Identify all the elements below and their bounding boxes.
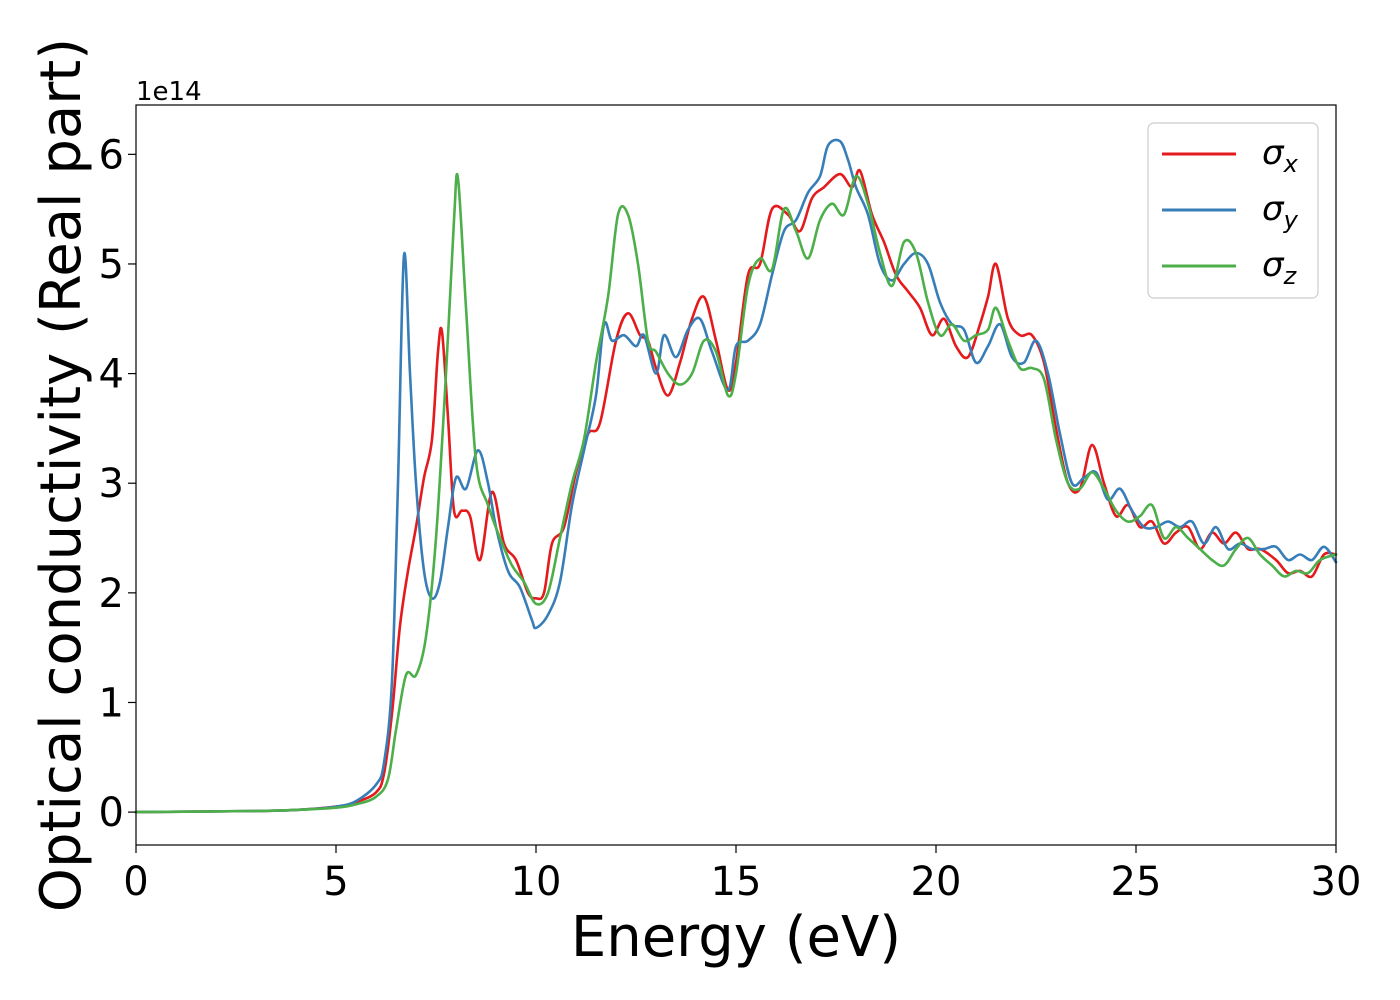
- y-tick-label: 1: [99, 680, 124, 726]
- y-tick-label: 6: [99, 132, 124, 178]
- series-line-z: [134, 172, 1338, 814]
- x-tick-label: 0: [123, 859, 148, 905]
- y-axis-label: Optical conductivity (Real part): [29, 38, 94, 912]
- x-axis: 0 5 10 15 20 25 30: [123, 845, 1361, 905]
- legend-entry-z: σz: [1262, 245, 1298, 290]
- x-tick-label: 15: [711, 859, 762, 905]
- y-axis: 0 1 2 3 4 5 6: [99, 132, 136, 836]
- legend-entry-x: σx: [1262, 133, 1299, 178]
- series-layer: [134, 138, 1338, 814]
- x-tick-label: 5: [323, 859, 348, 905]
- x-tick-label: 10: [511, 859, 562, 905]
- y-tick-label: 0: [99, 790, 124, 836]
- x-tick-label: 25: [1111, 859, 1162, 905]
- plot-background: [136, 105, 1336, 845]
- legend-entry-y: σy: [1262, 189, 1299, 234]
- legend: σx σy σz: [1147, 122, 1319, 299]
- y-offset-label: 1e14: [136, 77, 202, 107]
- series-line-y: [134, 138, 1338, 814]
- y-tick-label: 3: [99, 461, 124, 507]
- x-tick-label: 20: [911, 859, 962, 905]
- x-axis-label: Energy (eV): [571, 905, 901, 970]
- y-tick-label: 5: [99, 242, 124, 288]
- y-tick-label: 2: [99, 571, 124, 617]
- y-tick-label: 4: [99, 352, 124, 398]
- x-tick-label: 30: [1311, 859, 1362, 905]
